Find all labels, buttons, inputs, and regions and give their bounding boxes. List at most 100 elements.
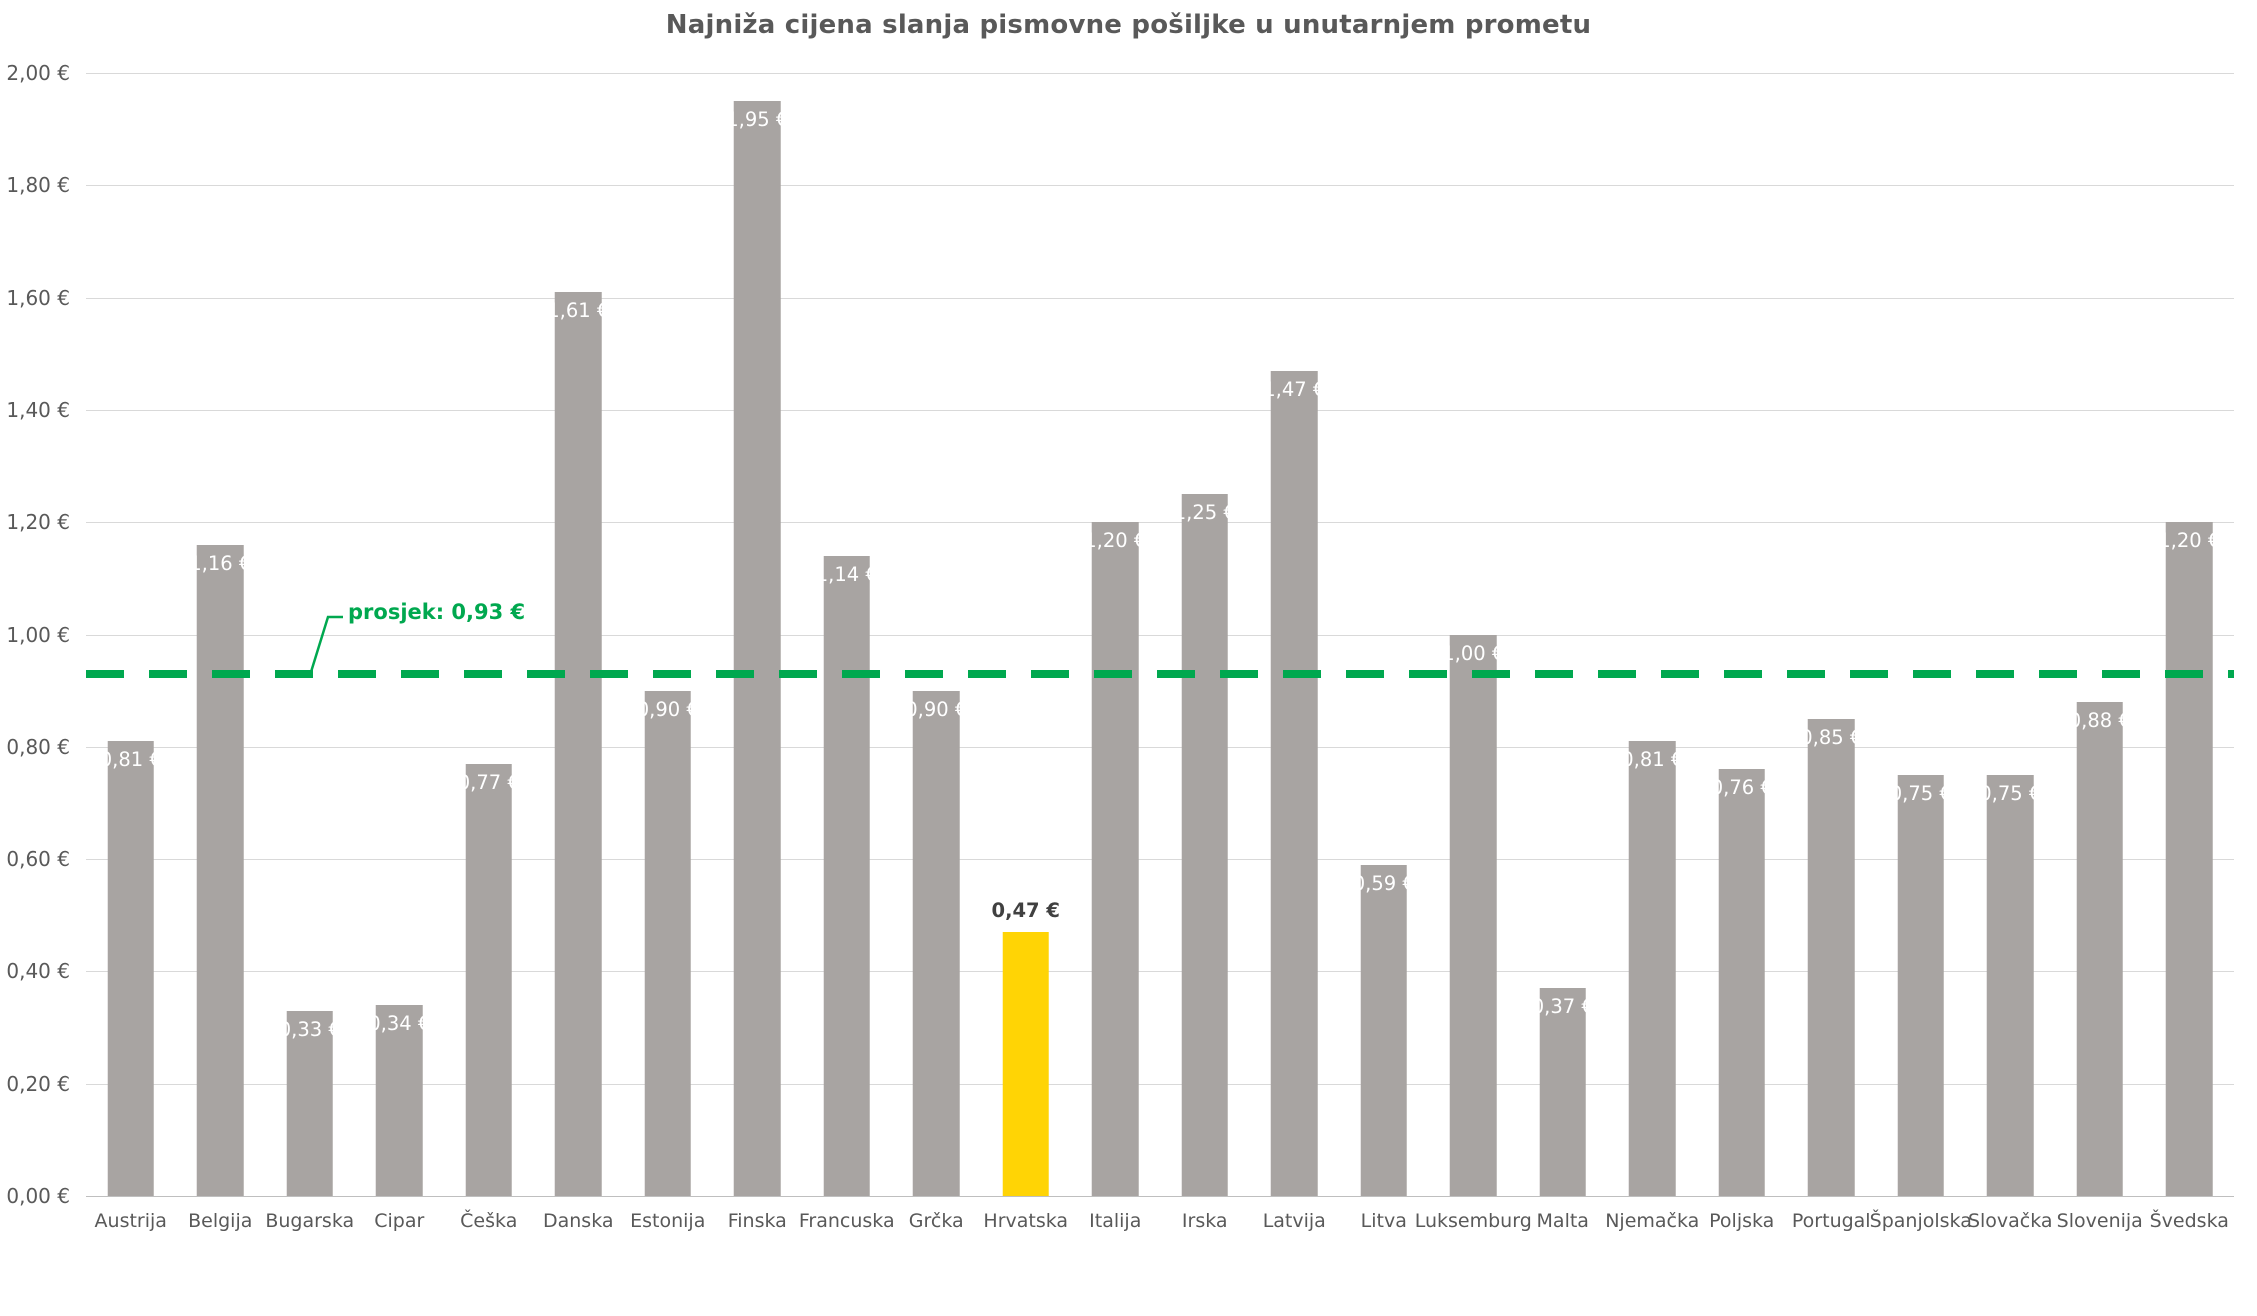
x-axis-label: Italija (1089, 1210, 1142, 1232)
average-annotation-label: prosjek: 0,93 € (348, 600, 526, 624)
bar-slot: 0,90 € Grčka (892, 73, 982, 1232)
y-axis-tick-label: 1,00 € (6, 622, 70, 647)
y-axis: 0,00 € 0,20 € 0,40 € 0,60 € 0,80 € 1,00 € 1,20… (0, 61, 78, 1208)
bars: 0,81 € Austrija 1,16 € Belgija 0,33 € Bugarsk… (86, 73, 2235, 1232)
bar-Češka: 0,77 € (458, 763, 520, 1196)
bar-value-label: 1,20 € (2158, 529, 2221, 553)
bar-value-label: 0,47 € (991, 899, 1060, 923)
bar-Poljska: 0,76 € (1711, 769, 1773, 1196)
gridline (86, 634, 2234, 636)
bar-value-label: 1,95 € (726, 108, 789, 132)
bar-Grčka: 0,90 € (905, 690, 967, 1196)
bar-Litva: 0,59 € (1353, 864, 1415, 1196)
bar-slot: 1,95 € Finska (713, 73, 803, 1232)
x-axis-label: Grčka (908, 1210, 964, 1232)
gridline (86, 1196, 2234, 1197)
x-axis-label: Latvija (1262, 1210, 1326, 1232)
y-axis-tick-label: 1,20 € (6, 510, 70, 535)
bar-slot: 0,34 € Cipar (355, 73, 445, 1232)
bar-slot: 1,20 € Švedska (2145, 73, 2235, 1232)
bar-value-label: 0,90 € (636, 697, 699, 721)
y-axis-tick-label: 1,40 € (6, 397, 70, 422)
x-axis-label: Hrvatska (983, 1210, 1069, 1232)
bar-slot: 0,81 € Austrija (86, 73, 176, 1232)
bar-highlighted-Hrvatska: 0,47 € (992, 899, 1060, 1196)
x-axis-label: Estonija (630, 1210, 706, 1232)
bar-Estonija: 0,90 € (637, 690, 699, 1196)
gridlines (86, 73, 2234, 1197)
bar-Španjolska: 0,75 € (1890, 774, 1952, 1196)
bar-value-label: 0,77 € (457, 770, 520, 794)
bar-value-label: 1,20 € (1084, 529, 1147, 553)
bar-Irska: 1,25 € (1174, 494, 1236, 1196)
x-axis-label: Malta (1536, 1210, 1589, 1232)
gridline (86, 73, 2234, 74)
bar-value-label: 0,81 € (99, 748, 162, 772)
bar-value-label: 0,88 € (2068, 708, 2131, 732)
bar-Portugal: 0,85 € (1800, 718, 1862, 1196)
y-axis-tick-label: 0,80 € (6, 734, 70, 759)
bar-Latvija: 1,47 € (1263, 370, 1325, 1196)
x-axis-label: Luksemburg (1414, 1210, 1532, 1232)
bar-value-label: 0,59 € (1352, 871, 1415, 895)
y-axis-tick-label: 0,60 € (6, 847, 70, 872)
bar-slot: 0,75 € Slovačka (1966, 73, 2056, 1232)
x-axis-label: Danska (542, 1210, 614, 1232)
x-axis-label: Slovenija (2056, 1210, 2143, 1232)
x-axis-label: Cipar (374, 1210, 425, 1232)
gridline (86, 297, 2234, 299)
gridline (86, 859, 2234, 861)
bar-value-label: 1,16 € (189, 551, 252, 575)
bar-slot: 0,77 € Češka (444, 73, 534, 1232)
bar-value-label: 0,81 € (1621, 748, 1684, 772)
x-axis-label: Slovačka (1967, 1210, 2053, 1232)
gridline (86, 409, 2234, 411)
bar-slot: 1,47 € Latvija (1250, 73, 1340, 1232)
x-axis-label: Austrija (94, 1210, 167, 1232)
x-axis-label: Francuska (798, 1210, 895, 1232)
bar-slot: 1,00 € Luksemburg (1415, 73, 1532, 1232)
bar-Belgija: 1,16 € (189, 544, 251, 1196)
chart-title: Najniža cijena slanja pismovne pošiljke … (665, 10, 1592, 40)
bar-slot: 1,14 € Francuska (799, 73, 895, 1232)
x-axis-label: Češka (460, 1210, 518, 1232)
gridline (86, 185, 2234, 187)
x-axis-label: Španjolska (1869, 1210, 1972, 1232)
bar-Njemačka: 0,81 € (1621, 741, 1683, 1196)
y-axis-tick-label: 1,80 € (6, 173, 70, 198)
bar-slot: 0,76 € Poljska (1697, 73, 1787, 1232)
x-axis-label: Portugal (1791, 1210, 1871, 1232)
bar-value-label: 0,75 € (1889, 781, 1952, 805)
bar-slot: 0,75 € Španjolska (1870, 73, 1972, 1232)
y-axis-tick-label: 2,00 € (6, 61, 70, 85)
gridline (86, 1083, 2234, 1085)
bar-Slovačka: 0,75 € (1979, 774, 2041, 1196)
bar-slot: 1,16 € Belgija (176, 73, 266, 1232)
bar-Švedska: 1,20 € (2158, 522, 2220, 1196)
x-axis-label: Belgija (188, 1210, 253, 1232)
x-axis-label: Švedska (2149, 1210, 2229, 1232)
bar-slot: 0,33 € Bugarska (265, 73, 355, 1232)
bar-slot: 1,61 € Danska (534, 73, 624, 1232)
bar-value-label: 0,33 € (278, 1017, 341, 1041)
x-axis-label: Bugarska (265, 1210, 355, 1232)
gridline (86, 746, 2234, 748)
bar-slot: 0,85 € Portugal (1787, 73, 1877, 1232)
bar-value-label: 1,25 € (1173, 501, 1236, 525)
y-axis-tick-label: 0,20 € (6, 1071, 70, 1096)
bar-value-label: 0,34 € (368, 1012, 431, 1036)
bar-slot: 1,20 € Italija (1071, 73, 1161, 1232)
bar-value-label: 0,85 € (1800, 725, 1863, 749)
bar-Slovenija: 0,88 € (2069, 701, 2131, 1196)
y-axis-tick-label: 0,40 € (6, 959, 70, 984)
bar-slot: 0,81 € Njemačka (1605, 73, 1699, 1232)
bar-Francuska: 1,14 € (816, 555, 878, 1196)
gridline (86, 522, 2234, 524)
bar-value-label: 0,37 € (1531, 995, 1594, 1019)
bar-Bugarska: 0,33 € (279, 1010, 341, 1196)
bar-slot: 0,37 € Malta (1518, 73, 1608, 1232)
average-line (86, 669, 2234, 678)
x-axis-label: Irska (1181, 1210, 1228, 1232)
bar-Cipar: 0,34 € (368, 1005, 430, 1196)
